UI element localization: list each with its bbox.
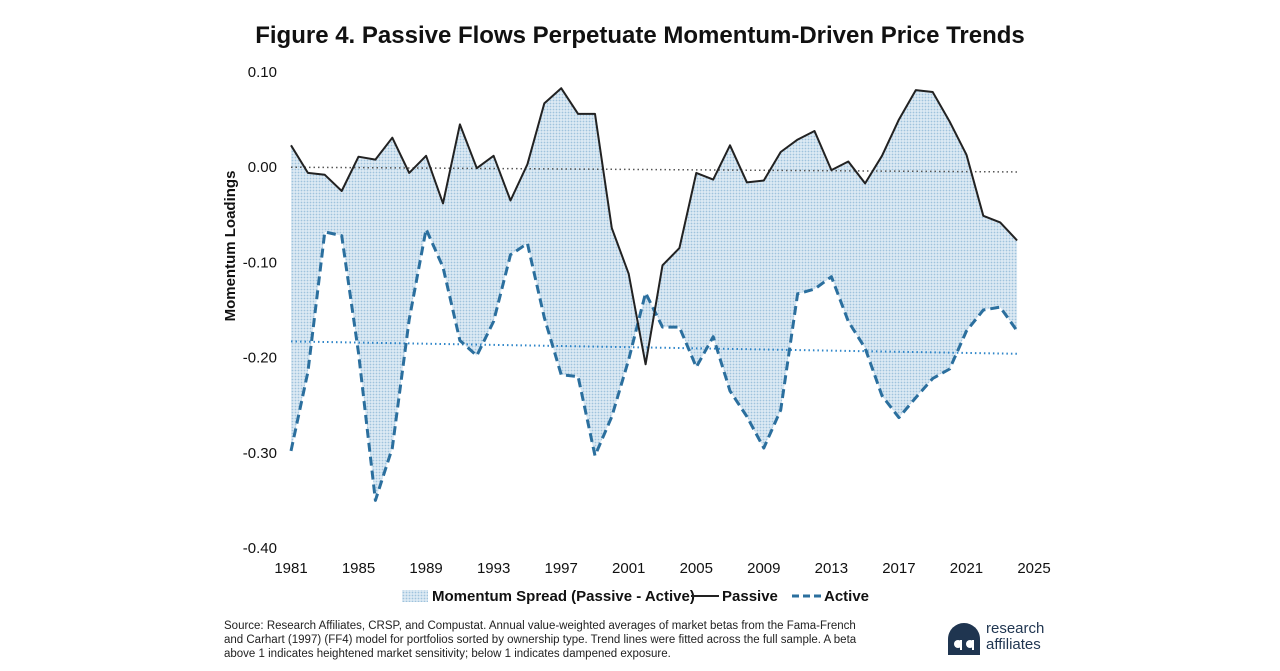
source-note: Source: Research Affiliates, CRSP, and C…: [224, 620, 857, 660]
x-tick-label: 1981: [274, 560, 307, 577]
legend-swatch-spread: [402, 590, 428, 602]
momentum-spread-area: [291, 88, 1018, 501]
x-tick-labels: 1981 1985 1989 1993 1997 2001 2005 2009 2013 2017…: [274, 560, 1050, 577]
logo-text-line1: research: [986, 620, 1045, 637]
x-tick-label: 2009: [747, 560, 780, 577]
legend-label-spread: Momentum Spread (Passive - Active): [432, 588, 695, 605]
spread-area-layer: [291, 88, 1018, 501]
legend-label-active: Active: [824, 588, 869, 605]
y-tick-label: -0.30: [243, 445, 277, 462]
y-tick-labels: 0.10 0.00 -0.10 -0.20 -0.30 -0.40: [243, 64, 277, 557]
passive-series-line: [290, 87, 1018, 366]
x-tick-label: 2017: [882, 560, 915, 577]
x-tick-label: 2013: [815, 560, 848, 577]
legend-label-passive: Passive: [722, 588, 778, 605]
y-tick-label: -0.20: [243, 350, 277, 367]
x-tick-label: 1993: [477, 560, 510, 577]
logo-text-line2: affiliates: [986, 636, 1041, 653]
y-tick-label: 0.00: [248, 159, 277, 176]
x-tick-label: 2021: [950, 560, 983, 577]
x-tick-label: 2025: [1017, 560, 1050, 577]
x-tick-label: 1989: [409, 560, 442, 577]
research-affiliates-logo-icon: [948, 623, 980, 655]
y-tick-label: -0.10: [243, 254, 277, 271]
chart-title: Figure 4. Passive Flows Perpetuate Momen…: [255, 22, 1025, 49]
x-tick-label: 2005: [680, 560, 713, 577]
series-line-layer: [289, 87, 1019, 502]
y-tick-label: -0.40: [243, 540, 277, 557]
y-axis-label: Momentum Loadings: [222, 171, 239, 322]
x-tick-label: 1997: [544, 560, 577, 577]
y-tick-label: 0.10: [248, 64, 277, 81]
research-affiliates-logo: research affiliates: [946, 617, 1066, 659]
x-tick-label: 2001: [612, 560, 645, 577]
x-tick-label: 1985: [342, 560, 375, 577]
logo-text: research affiliates: [986, 621, 1044, 653]
legend: Momentum Spread (Passive - Active) Passi…: [402, 588, 869, 605]
